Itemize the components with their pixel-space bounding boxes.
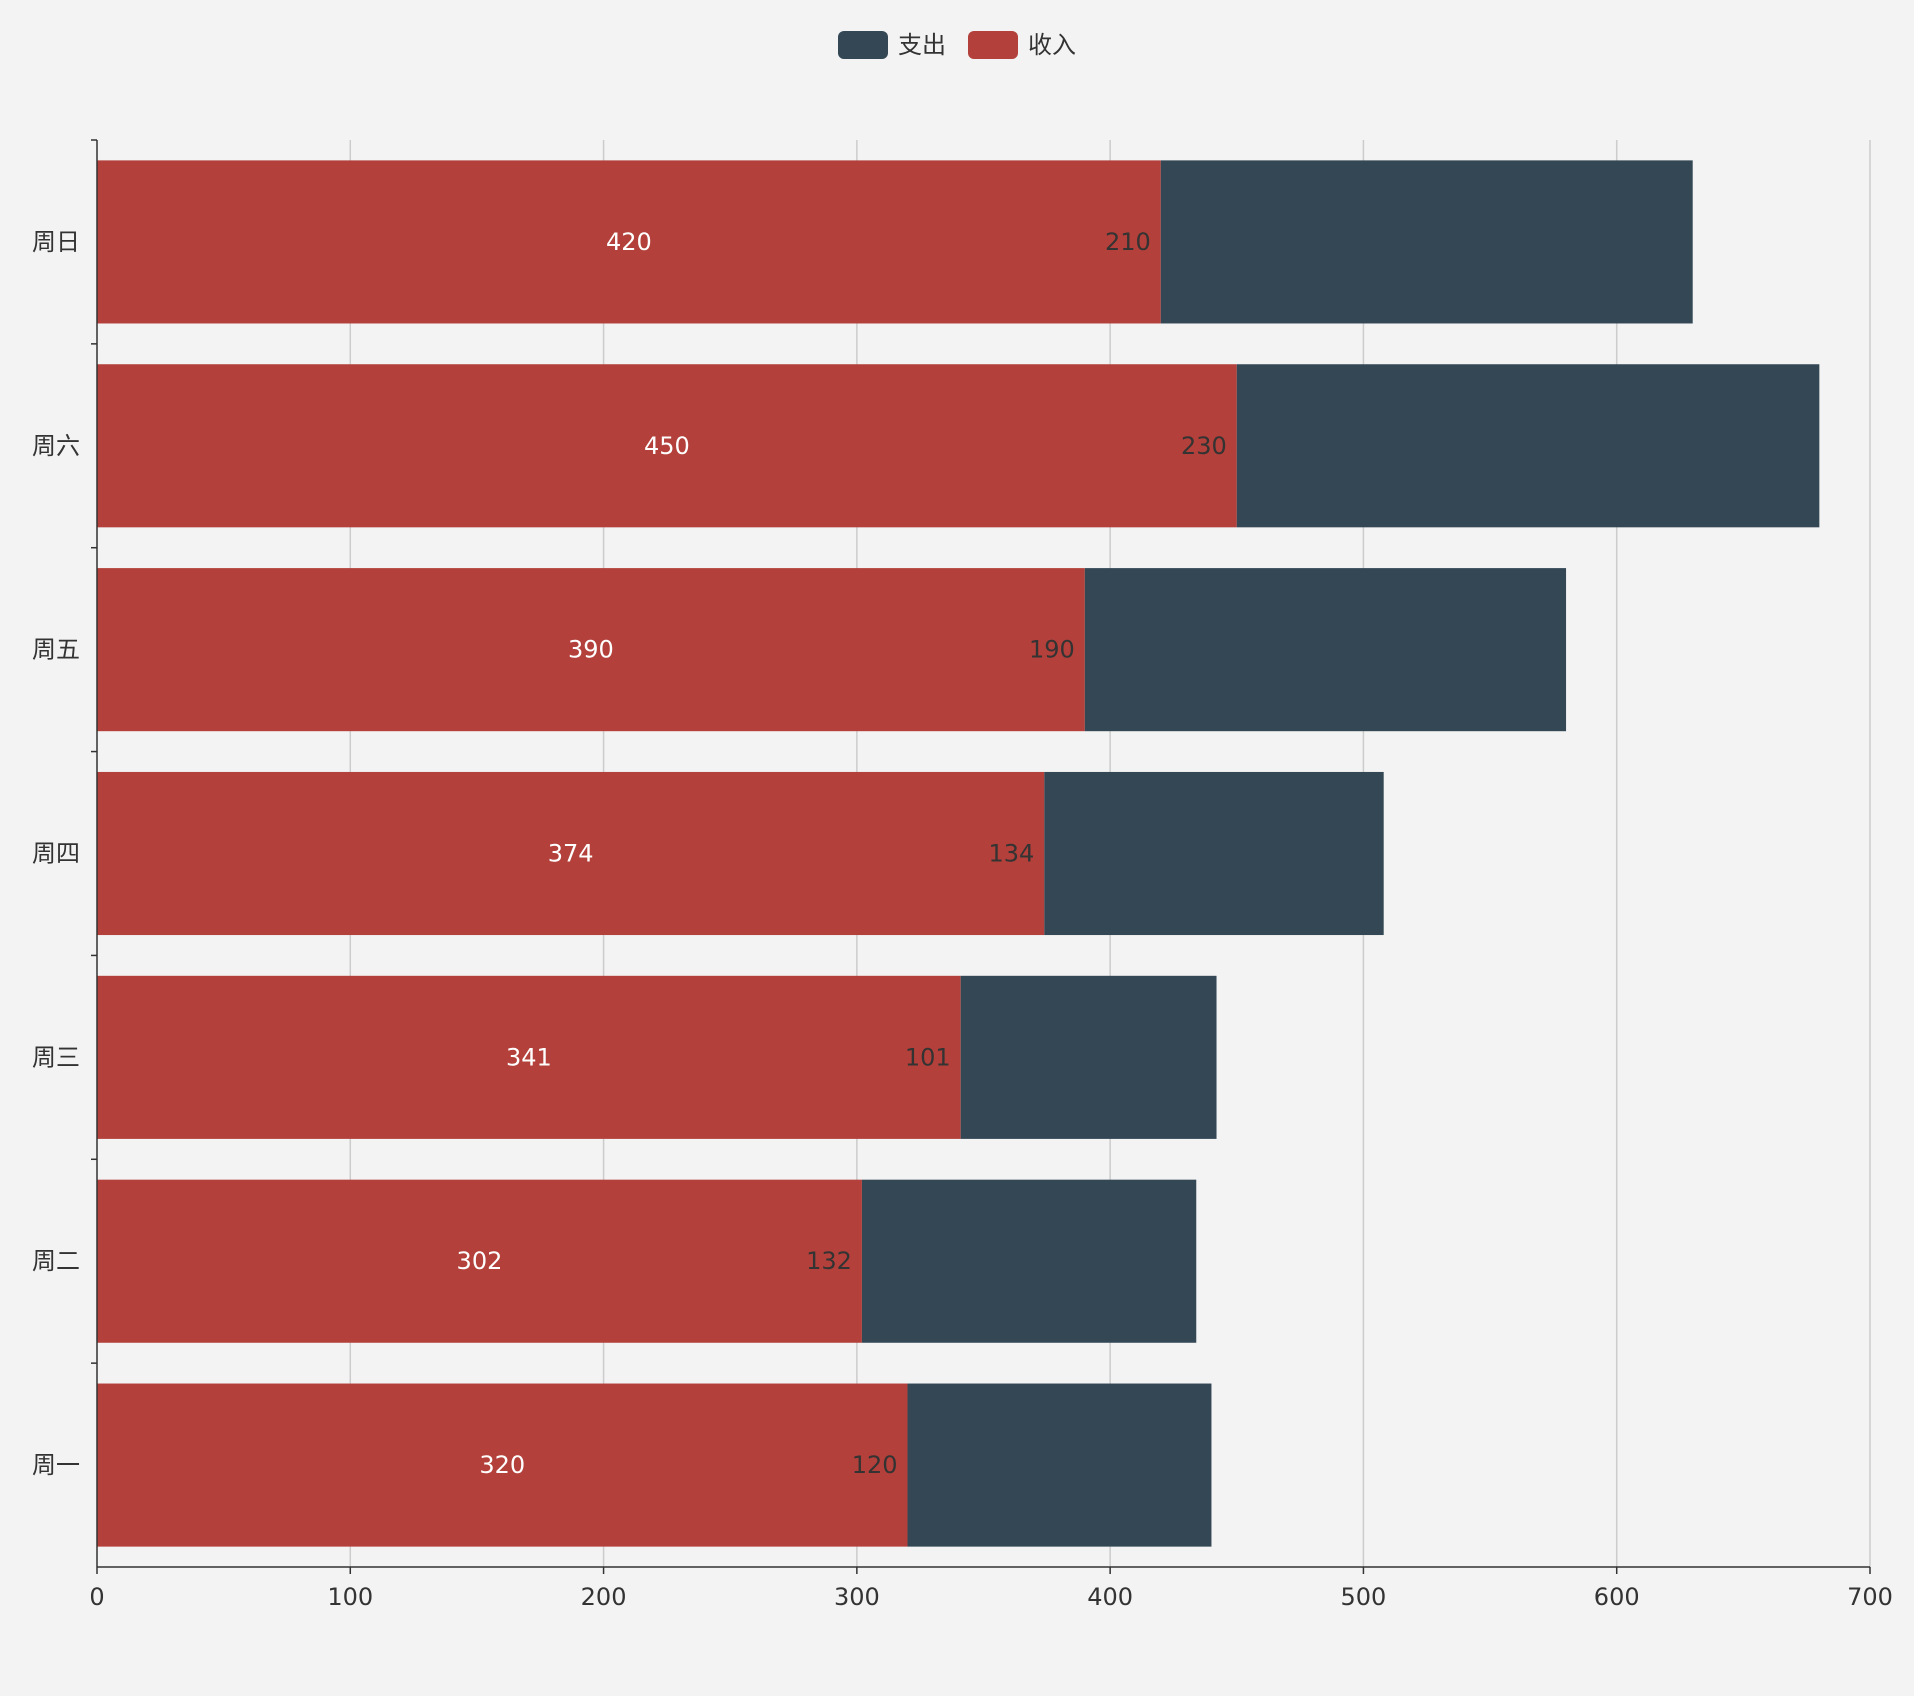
data-label-income-5: 390 bbox=[568, 636, 614, 664]
x-tick-label-300: 300 bbox=[834, 1583, 880, 1611]
bar-income-1[interactable] bbox=[97, 1383, 908, 1547]
y-tick-label-6: 周六 bbox=[32, 432, 80, 460]
bar-expense-6[interactable] bbox=[1236, 364, 1820, 528]
y-tick-label-4: 周四 bbox=[32, 840, 80, 868]
data-label-income-7: 420 bbox=[606, 228, 652, 256]
bar-income-2[interactable] bbox=[97, 1179, 862, 1343]
data-label-income-3: 341 bbox=[506, 1043, 552, 1071]
bar-income-4[interactable] bbox=[97, 771, 1045, 936]
data-label-expense-3: 101 bbox=[905, 1043, 951, 1071]
data-label-income-4: 374 bbox=[548, 840, 594, 868]
bar-expense-1[interactable] bbox=[907, 1383, 1212, 1547]
legend-item-income[interactable]: 收入 bbox=[968, 31, 1076, 59]
data-label-expense-7: 210 bbox=[1105, 228, 1151, 256]
y-tick-label-2: 周二 bbox=[32, 1247, 80, 1275]
bar-income-5[interactable] bbox=[97, 568, 1085, 732]
data-label-income-2: 302 bbox=[457, 1247, 503, 1275]
bars bbox=[97, 160, 1820, 1547]
axes: 周一 周二 周三 周四 周五 周六 周日 0 100 200 300 400 500 600 700 bbox=[32, 139, 1893, 1611]
data-label-expense-5: 190 bbox=[1029, 636, 1075, 664]
x-tick-label-500: 500 bbox=[1341, 1583, 1387, 1611]
y-tick-label-5: 周五 bbox=[32, 636, 80, 664]
data-label-expense-6: 230 bbox=[1181, 432, 1227, 460]
data-label-expense-4: 134 bbox=[988, 840, 1034, 868]
bar-expense-4[interactable] bbox=[1044, 771, 1384, 936]
x-tick-label-100: 100 bbox=[327, 1583, 373, 1611]
y-tick-label-1: 周一 bbox=[32, 1451, 80, 1479]
x-tick-label-600: 600 bbox=[1594, 1583, 1640, 1611]
y-tick-label-7: 周日 bbox=[32, 228, 80, 256]
bar-income-7[interactable] bbox=[97, 160, 1161, 324]
legend[interactable]: 支出 收入 bbox=[838, 31, 1076, 59]
legend-label-income: 收入 bbox=[1028, 31, 1076, 59]
x-tick-label-700: 700 bbox=[1847, 1583, 1893, 1611]
bar-expense-7[interactable] bbox=[1160, 160, 1693, 324]
legend-item-expense[interactable]: 支出 bbox=[838, 31, 946, 59]
bar-income-6[interactable] bbox=[97, 364, 1237, 528]
data-labels: 320 120 302 132 341 101 374 134 390 190 450 230 420 2… bbox=[457, 228, 1227, 1479]
data-label-expense-2: 132 bbox=[806, 1247, 852, 1275]
data-label-income-6: 450 bbox=[644, 432, 690, 460]
bar-expense-5[interactable] bbox=[1084, 568, 1567, 732]
legend-label-expense: 支出 bbox=[898, 31, 946, 59]
x-tick-label-200: 200 bbox=[581, 1583, 627, 1611]
x-tick-label-400: 400 bbox=[1087, 1583, 1133, 1611]
legend-swatch-expense bbox=[838, 31, 888, 59]
x-tick-label-0: 0 bbox=[89, 1583, 104, 1611]
legend-swatch-income bbox=[968, 31, 1018, 59]
data-label-expense-1: 120 bbox=[852, 1451, 898, 1479]
bar-expense-3[interactable] bbox=[960, 975, 1217, 1139]
bar-expense-2[interactable] bbox=[861, 1179, 1197, 1343]
data-label-income-1: 320 bbox=[479, 1451, 525, 1479]
bar-income-3[interactable] bbox=[97, 975, 961, 1139]
y-tick-label-3: 周三 bbox=[32, 1043, 80, 1071]
